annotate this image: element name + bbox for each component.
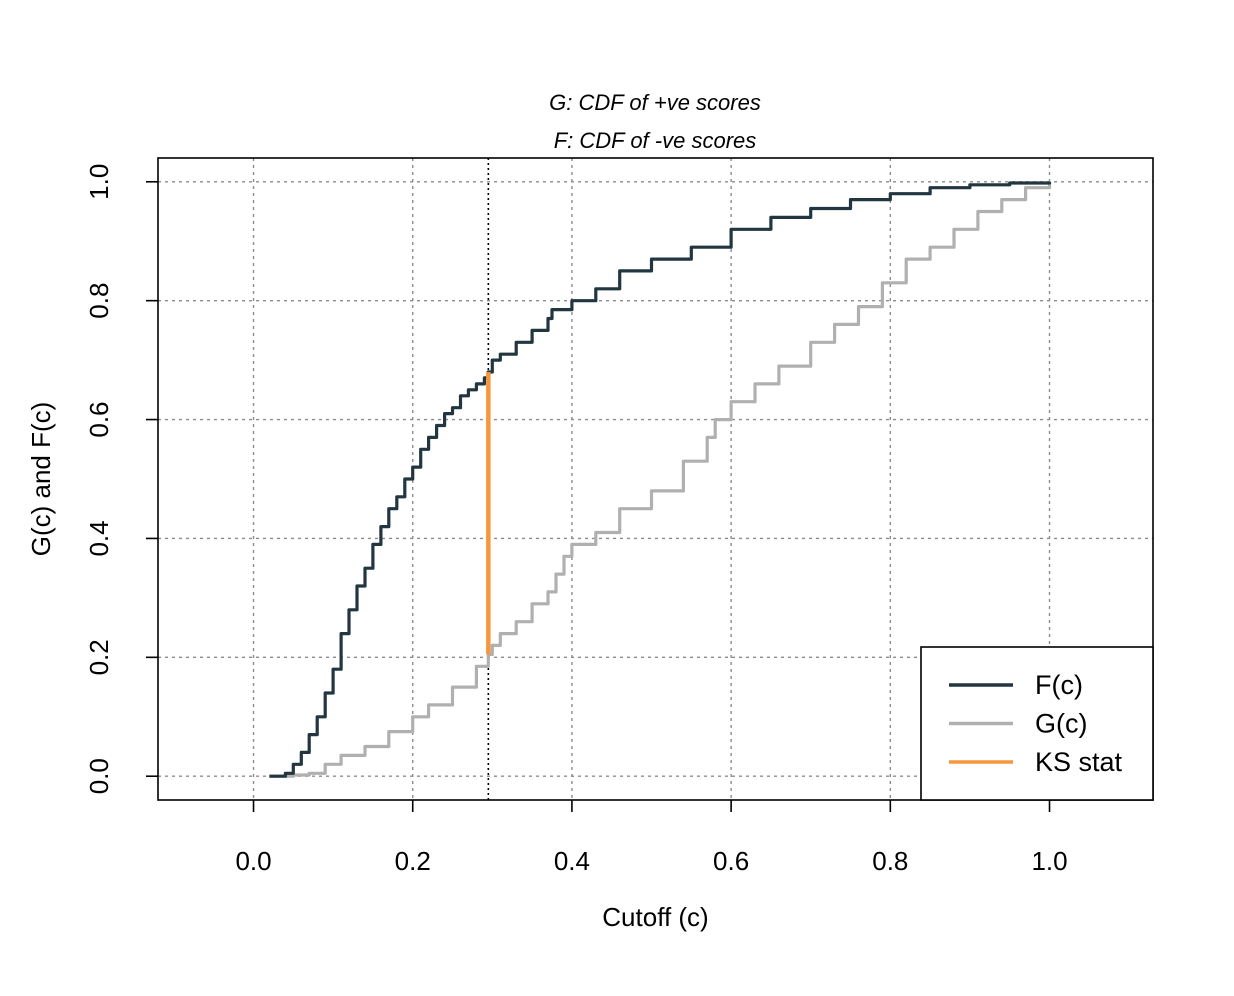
chart-title-line-1: G: CDF of +ve scores <box>549 90 761 115</box>
y-tick-label-4: 0.8 <box>84 283 114 319</box>
y-tick-label-1: 0.2 <box>84 639 114 675</box>
series-line-gc <box>269 181 1052 778</box>
legend-label-fc: F(c) <box>1035 670 1083 700</box>
grid-lines <box>158 158 1153 800</box>
legend-label-ksstat: KS stat <box>1035 747 1123 777</box>
legend-label-gc: G(c) <box>1035 709 1087 739</box>
x-tick-label-4: 0.8 <box>872 846 908 876</box>
x-tick-label-0: 0.0 <box>235 846 271 876</box>
x-tick-label-3: 0.6 <box>713 846 749 876</box>
plot-area-frame <box>157 157 1154 801</box>
y-axis-title: G(c) and F(c) <box>26 402 56 557</box>
y-axis: 0.0 0.2 0.4 0.6 0.8 1.0 <box>84 164 158 794</box>
series-line-fc <box>269 181 1052 778</box>
x-axis-title: Cutoff (c) <box>602 902 708 932</box>
y-tick-label-5: 1.0 <box>84 164 114 200</box>
series-lines <box>269 181 1052 778</box>
x-tick-label-5: 1.0 <box>1031 846 1067 876</box>
y-tick-label-0: 0.0 <box>84 758 114 794</box>
x-tick-label-2: 0.4 <box>554 846 590 876</box>
legend: F(c) G(c) KS stat <box>920 646 1154 801</box>
chart-title-line-2: F: CDF of -ve scores <box>554 128 757 153</box>
x-tick-label-1: 0.2 <box>395 846 431 876</box>
y-tick-label-2: 0.4 <box>84 520 114 556</box>
y-tick-label-3: 0.6 <box>84 401 114 437</box>
x-axis: 0.0 0.2 0.4 0.6 0.8 1.0 <box>235 800 1068 876</box>
